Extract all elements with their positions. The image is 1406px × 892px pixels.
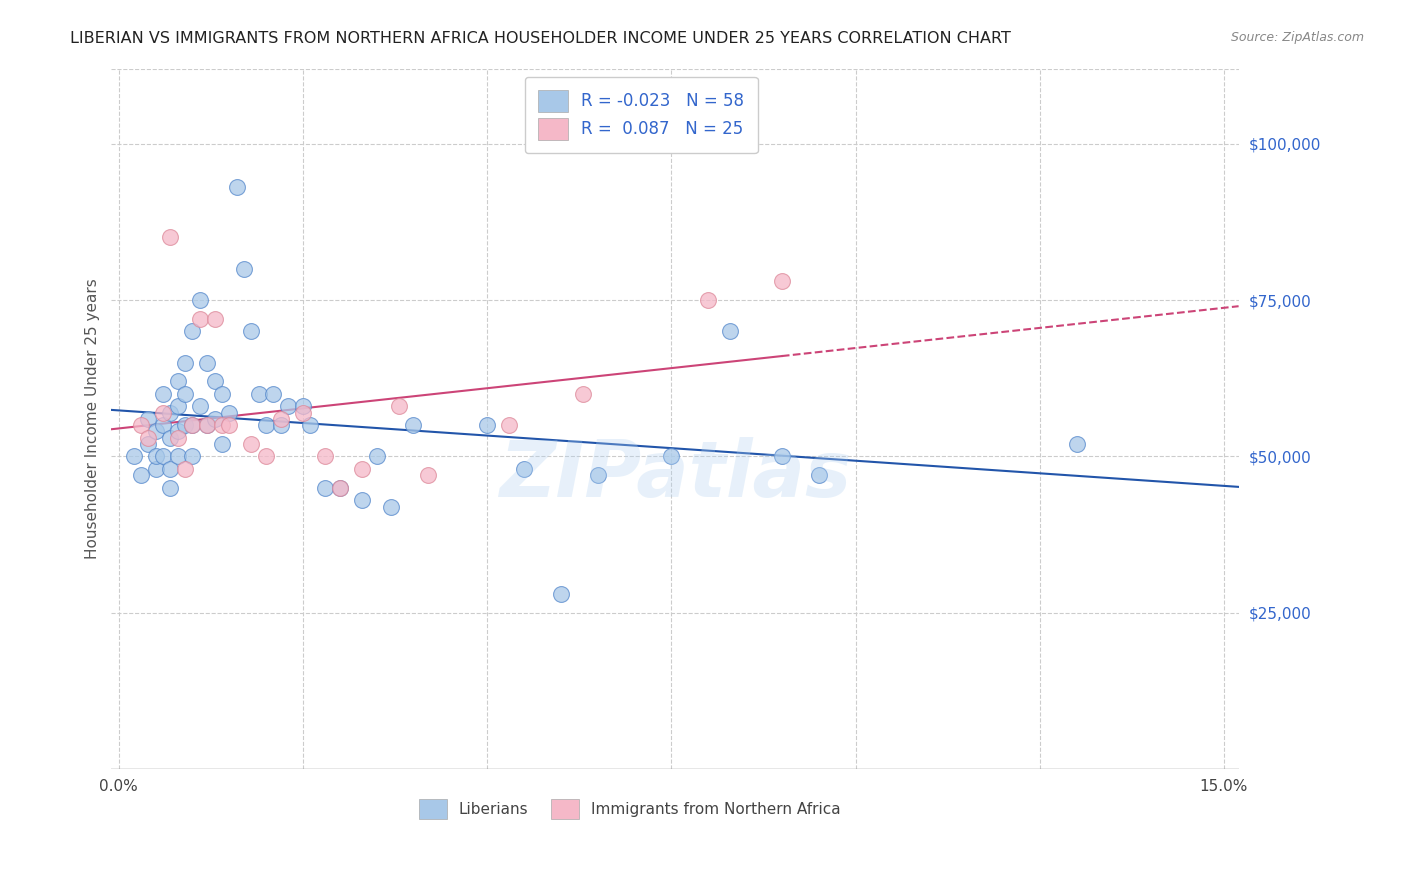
Point [263, 387, 285, 401]
Point [418, 468, 440, 483]
Point [188, 400, 211, 414]
Point [129, 418, 152, 433]
Point [218, 418, 240, 433]
Point [513, 462, 536, 476]
Point [218, 406, 240, 420]
Point [498, 418, 520, 433]
Point [159, 230, 181, 244]
Point [314, 450, 336, 464]
Point [291, 406, 314, 420]
Y-axis label: Householder Income Under 25 years: Householder Income Under 25 years [86, 278, 100, 559]
Point [211, 418, 233, 433]
Point [188, 311, 211, 326]
Point [240, 324, 263, 338]
Point [181, 418, 204, 433]
Point [181, 450, 204, 464]
Point [314, 481, 336, 495]
Point [204, 375, 226, 389]
Point [152, 450, 174, 464]
Point [770, 450, 793, 464]
Legend: Liberians, Immigrants from Northern Africa: Liberians, Immigrants from Northern Afri… [413, 793, 846, 825]
Point [152, 387, 174, 401]
Point [388, 400, 411, 414]
Point [181, 324, 204, 338]
Point [152, 406, 174, 420]
Point [145, 462, 167, 476]
Point [329, 481, 352, 495]
Point [240, 437, 263, 451]
Point [204, 311, 226, 326]
Text: ZIPatlas: ZIPatlas [499, 437, 851, 513]
Point [299, 418, 322, 433]
Point [166, 450, 188, 464]
Point [1066, 437, 1088, 451]
Point [247, 387, 270, 401]
Point [122, 450, 145, 464]
Point [174, 462, 197, 476]
Point [270, 418, 292, 433]
Point [329, 481, 352, 495]
Point [195, 418, 218, 433]
Point [254, 418, 277, 433]
Point [211, 437, 233, 451]
Point [136, 437, 159, 451]
Point [159, 406, 181, 420]
Point [159, 481, 181, 495]
Point [233, 261, 256, 276]
Point [350, 462, 373, 476]
Point [402, 418, 425, 433]
Point [152, 418, 174, 433]
Point [159, 462, 181, 476]
Point [188, 293, 211, 307]
Point [277, 400, 299, 414]
Point [145, 425, 167, 439]
Point [174, 387, 197, 401]
Point [366, 450, 388, 464]
Point [174, 356, 197, 370]
Point [807, 468, 830, 483]
Point [166, 425, 188, 439]
Point [225, 180, 247, 194]
Point [159, 431, 181, 445]
Point [270, 412, 292, 426]
Point [145, 450, 167, 464]
Point [195, 418, 218, 433]
Point [718, 324, 741, 338]
Point [572, 387, 595, 401]
Point [550, 587, 572, 601]
Point [136, 431, 159, 445]
Point [380, 500, 402, 514]
Point [181, 418, 204, 433]
Point [166, 400, 188, 414]
Point [254, 450, 277, 464]
Point [204, 412, 226, 426]
Text: LIBERIAN VS IMMIGRANTS FROM NORTHERN AFRICA HOUSEHOLDER INCOME UNDER 25 YEARS CO: LIBERIAN VS IMMIGRANTS FROM NORTHERN AFR… [70, 31, 1011, 46]
Text: Source: ZipAtlas.com: Source: ZipAtlas.com [1230, 31, 1364, 45]
Point [174, 418, 197, 433]
Point [770, 274, 793, 288]
Point [166, 375, 188, 389]
Point [166, 431, 188, 445]
Point [195, 356, 218, 370]
Point [211, 387, 233, 401]
Point [659, 450, 682, 464]
Point [129, 468, 152, 483]
Point [586, 468, 609, 483]
Point [697, 293, 720, 307]
Point [475, 418, 498, 433]
Point [350, 493, 373, 508]
Point [291, 400, 314, 414]
Point [136, 412, 159, 426]
